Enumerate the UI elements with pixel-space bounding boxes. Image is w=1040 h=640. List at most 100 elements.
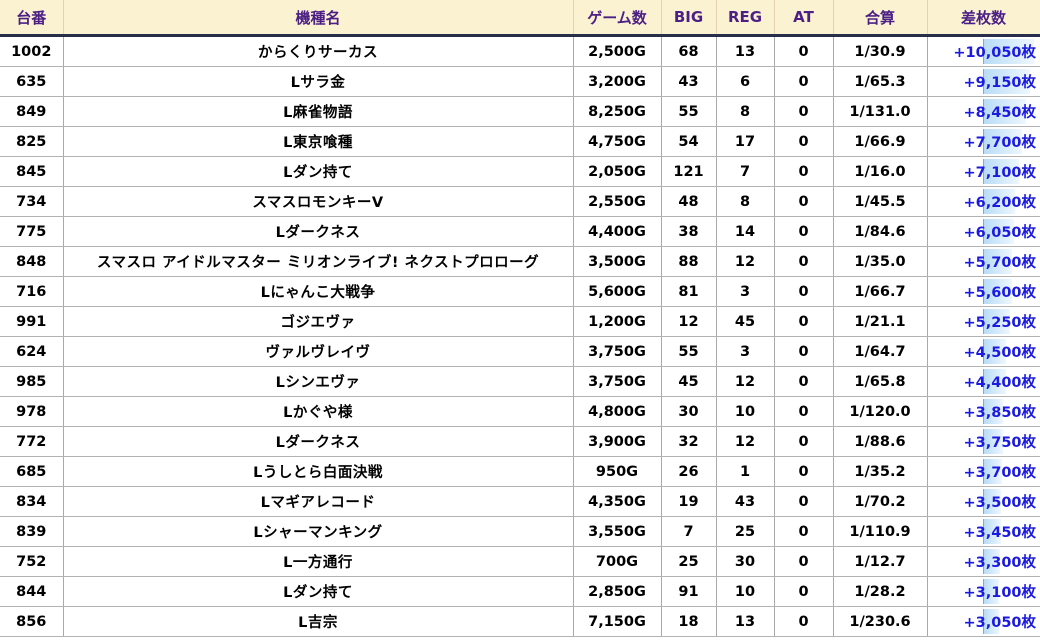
header-at[interactable]: AT (774, 0, 834, 37)
machine-no-cell: 848 (0, 246, 64, 277)
table-row[interactable]: 845 Lダン持て 2,050G 121 7 0 1/16.0 +7,100枚 (0, 156, 1040, 187)
at-cell: 0 (774, 426, 834, 457)
machine-no-cell: 624 (0, 336, 64, 367)
reg-cell: 6 (716, 66, 775, 97)
big-cell: 25 (661, 546, 717, 577)
combined-cell: 1/120.0 (833, 396, 928, 427)
diff-cell: +8,450枚 (927, 96, 1040, 127)
diff-bar (982, 489, 1001, 514)
diff-value: +6,200枚 (963, 195, 1036, 211)
table-row[interactable]: 848 スマスロ アイドルマスター ミリオンライブ! ネクストプロローグ 3,500… (0, 246, 1040, 277)
games-cell: 2,500G (573, 35, 662, 67)
machine-no-cell: 825 (0, 126, 64, 157)
table-row[interactable]: 624 ヴァルヴレイヴ 3,750G 55 3 0 1/64.7 +4,500枚 (0, 336, 1040, 367)
machine-name-cell: スマスロ アイドルマスター ミリオンライブ! ネクストプロローグ (63, 246, 574, 277)
machine-no-cell: 845 (0, 156, 64, 187)
games-cell: 3,750G (573, 366, 662, 397)
machine-name-cell: L東京喰種 (63, 126, 574, 157)
diff-cell: +5,600枚 (927, 276, 1040, 307)
big-cell: 7 (661, 516, 717, 547)
diff-cell: +3,050枚 (927, 606, 1040, 637)
header-diff[interactable]: 差枚数 (927, 0, 1040, 37)
games-cell: 3,200G (573, 66, 662, 97)
table-row[interactable]: 825 L東京喰種 4,750G 54 17 0 1/66.9 +7,700枚 (0, 126, 1040, 157)
diff-value: +9,150枚 (963, 75, 1036, 91)
table-row[interactable]: 991 ゴジエヴァ 1,200G 12 45 0 1/21.1 +5,250枚 (0, 306, 1040, 337)
table-row[interactable]: 839 Lシャーマンキング 3,550G 7 25 0 1/110.9 +3,450枚 (0, 516, 1040, 547)
table-row[interactable]: 849 L麻雀物語 8,250G 55 8 0 1/131.0 +8,450枚 (0, 96, 1040, 127)
diff-cell: +3,500枚 (927, 486, 1040, 517)
header-combined[interactable]: 合算 (833, 0, 928, 37)
games-cell: 4,800G (573, 396, 662, 427)
machine-name-cell: Lにゃんこ大戦争 (63, 276, 574, 307)
machine-no-cell: 834 (0, 486, 64, 517)
machine-no-cell: 635 (0, 66, 64, 97)
header-games[interactable]: ゲーム数 (573, 0, 662, 37)
games-cell: 2,850G (573, 576, 662, 607)
big-cell: 121 (661, 156, 717, 187)
machine-name-cell: Lかぐや様 (63, 396, 574, 427)
games-cell: 950G (573, 456, 662, 487)
big-cell: 30 (661, 396, 717, 427)
reg-cell: 12 (716, 426, 775, 457)
games-cell: 3,750G (573, 336, 662, 367)
table-row[interactable]: 635 Lサラ金 3,200G 43 6 0 1/65.3 +9,150枚 (0, 66, 1040, 97)
diff-bar (982, 369, 1006, 394)
at-cell: 0 (774, 396, 834, 427)
header-big[interactable]: BIG (661, 0, 717, 37)
machine-name-cell: L麻雀物語 (63, 96, 574, 127)
machine-name-cell: Lうしとら白面決戦 (63, 456, 574, 487)
header-reg[interactable]: REG (716, 0, 775, 37)
diff-bar (982, 279, 1012, 304)
table-row[interactable]: 978 Lかぐや様 4,800G 30 10 0 1/120.0 +3,850枚 (0, 396, 1040, 427)
big-cell: 55 (661, 336, 717, 367)
table-row[interactable]: 772 Lダークネス 3,900G 32 12 0 1/88.6 +3,750枚 (0, 426, 1040, 457)
diff-cell: +6,050枚 (927, 216, 1040, 247)
games-cell: 4,750G (573, 126, 662, 157)
diff-value: +3,050枚 (963, 615, 1036, 631)
combined-cell: 1/45.5 (833, 186, 928, 217)
table-row[interactable]: 844 Lダン持て 2,850G 91 10 0 1/28.2 +3,100枚 (0, 576, 1040, 607)
table-row[interactable]: 1002 からくりサーカス 2,500G 68 13 0 1/30.9 +10,050枚 (0, 35, 1040, 67)
machine-no-cell: 752 (0, 546, 64, 577)
machine-name-cell: Lダン持て (63, 576, 574, 607)
machine-name-cell: ゴジエヴァ (63, 306, 574, 337)
table-row[interactable]: 685 Lうしとら白面決戦 950G 26 1 0 1/35.2 +3,700枚 (0, 456, 1040, 487)
diff-bar (982, 219, 1014, 244)
big-cell: 91 (661, 576, 717, 607)
at-cell: 0 (774, 216, 834, 247)
at-cell: 0 (774, 35, 834, 67)
reg-cell: 13 (716, 35, 775, 67)
games-cell: 4,350G (573, 486, 662, 517)
reg-cell: 8 (716, 96, 775, 127)
diff-cell: +9,150枚 (927, 66, 1040, 97)
diff-bar (982, 99, 1026, 124)
machine-name-cell: Lダン持て (63, 156, 574, 187)
reg-cell: 3 (716, 276, 775, 307)
machine-no-cell: 1002 (0, 35, 64, 67)
table-row[interactable]: 775 Lダークネス 4,400G 38 14 0 1/84.6 +6,050枚 (0, 216, 1040, 247)
diff-cell: +3,100枚 (927, 576, 1040, 607)
table-row[interactable]: 985 Lシンエヴァ 3,750G 45 12 0 1/65.8 +4,400枚 (0, 366, 1040, 397)
machine-no-cell: 734 (0, 186, 64, 217)
reg-cell: 12 (716, 246, 775, 277)
table-row[interactable]: 834 Lマギアレコード 4,350G 19 43 0 1/70.2 +3,500枚 (0, 486, 1040, 517)
combined-cell: 1/65.3 (833, 66, 928, 97)
diff-value: +3,850枚 (963, 405, 1036, 421)
table-row[interactable]: 856 L吉宗 7,150G 18 13 0 1/230.6 +3,050枚 (0, 606, 1040, 637)
table-row[interactable]: 716 Lにゃんこ大戦争 5,600G 81 3 0 1/66.7 +5,600枚 (0, 276, 1040, 307)
header-machine-no[interactable]: 台番 (0, 0, 64, 37)
table-row[interactable]: 734 スマスロモンキーV 2,550G 48 8 0 1/45.5 +6,200枚 (0, 186, 1040, 217)
diff-bar (982, 339, 1006, 364)
diff-cell: +3,450枚 (927, 516, 1040, 547)
big-cell: 12 (661, 306, 717, 337)
diff-value: +4,400枚 (963, 375, 1036, 391)
table-row[interactable]: 752 L一方通行 700G 25 30 0 1/12.7 +3,300枚 (0, 546, 1040, 577)
machine-no-cell: 844 (0, 576, 64, 607)
reg-cell: 7 (716, 156, 775, 187)
reg-cell: 43 (716, 486, 775, 517)
diff-cell: +4,500枚 (927, 336, 1040, 367)
machine-name-cell: L吉宗 (63, 606, 574, 637)
diff-value: +7,100枚 (963, 165, 1036, 181)
header-machine-name[interactable]: 機種名 (63, 0, 574, 37)
